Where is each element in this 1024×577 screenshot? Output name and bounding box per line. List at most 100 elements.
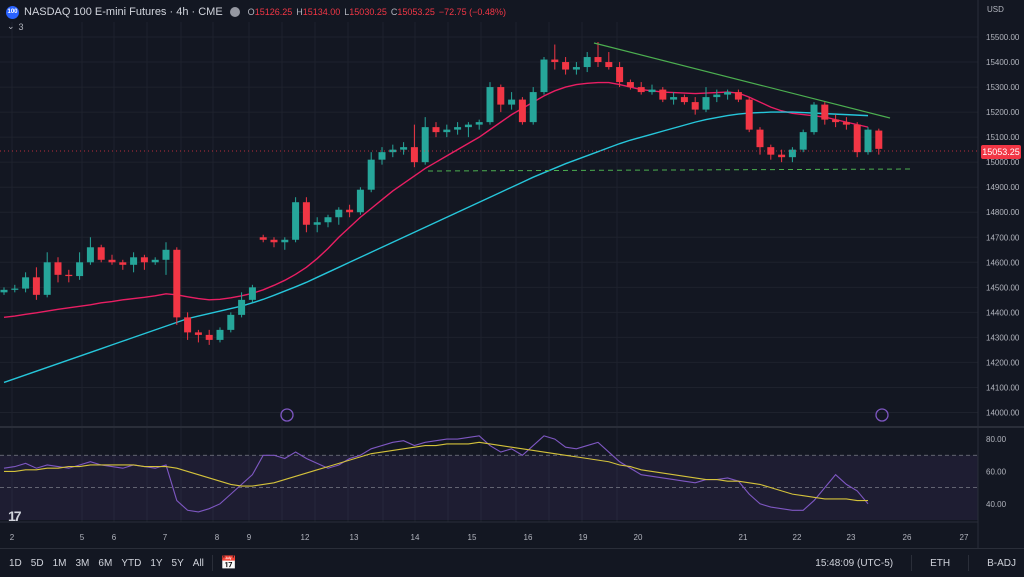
candle-body bbox=[724, 92, 732, 95]
candle-body bbox=[302, 202, 310, 225]
candle-body bbox=[702, 97, 710, 110]
price-tick-label: 14000.00 bbox=[986, 408, 1020, 417]
candle-body bbox=[270, 239, 278, 243]
price-tick-label: 15300.00 bbox=[986, 83, 1020, 92]
currency-label[interactable]: USD bbox=[987, 5, 1004, 14]
candle-body bbox=[421, 127, 429, 163]
symbol-logo[interactable]: 100 bbox=[6, 5, 19, 19]
time-tick-label: 7 bbox=[163, 533, 168, 542]
range-button-1y[interactable]: 1Y bbox=[150, 557, 163, 569]
rsi-ma-line bbox=[4, 441, 868, 502]
range-selector: 1D 5D 1M 3M 6M YTD 1Y 5Y All bbox=[0, 558, 204, 569]
candle-body bbox=[324, 217, 332, 223]
candle-body bbox=[853, 124, 861, 153]
candle-body bbox=[713, 94, 721, 98]
market-status-icon[interactable] bbox=[229, 7, 240, 17]
candle-body bbox=[572, 67, 580, 70]
divider bbox=[968, 555, 970, 571]
divider bbox=[911, 555, 913, 571]
range-button-3m[interactable]: 3M bbox=[75, 557, 90, 569]
candle-body bbox=[648, 89, 656, 93]
candle-body bbox=[864, 129, 872, 153]
time-tick-label: 26 bbox=[903, 533, 912, 542]
price-tick-label: 14500.00 bbox=[986, 283, 1020, 292]
time-tick-label: 2 bbox=[10, 533, 15, 542]
range-button-all[interactable]: All bbox=[192, 557, 204, 569]
price-tick-label: 15200.00 bbox=[986, 108, 1020, 117]
indicators-toggle[interactable]: ⌄ 3 bbox=[7, 21, 24, 32]
time-tick-label: 13 bbox=[350, 533, 359, 542]
price-change: −72.75 (−0.48%) bbox=[438, 7, 506, 17]
candle-body bbox=[346, 209, 354, 213]
candle-body bbox=[130, 257, 138, 265]
current-price-label: 15053.25 bbox=[981, 145, 1021, 159]
time-tick-label: 20 bbox=[634, 533, 643, 542]
candle-body bbox=[65, 274, 73, 277]
candle-body bbox=[32, 277, 40, 295]
time-tick-label: 8 bbox=[215, 533, 220, 542]
price-tick-label: 15100.00 bbox=[986, 133, 1020, 142]
candle-body bbox=[832, 119, 840, 123]
candle-body bbox=[842, 122, 850, 125]
chevron-down-icon: ⌄ bbox=[7, 21, 15, 31]
candle-body bbox=[184, 317, 192, 333]
candle-body bbox=[788, 149, 796, 158]
candle-body bbox=[259, 237, 267, 240]
range-button-ytd[interactable]: YTD bbox=[121, 557, 142, 569]
time-tick-label: 16 bbox=[524, 533, 533, 542]
symbol-title[interactable]: NASDAQ 100 E-mini Futures · 4h · CME bbox=[24, 6, 223, 18]
calendar-goto-icon[interactable]: 📅 bbox=[220, 555, 238, 570]
candle-body bbox=[22, 277, 30, 289]
range-button-6m[interactable]: 6M bbox=[98, 557, 113, 569]
candle-body bbox=[508, 99, 516, 105]
rsi-tick-label: 80.00 bbox=[986, 435, 1007, 444]
price-tick-label: 15500.00 bbox=[986, 33, 1020, 42]
time-tick-label: 15 bbox=[468, 533, 477, 542]
candle-body bbox=[583, 57, 591, 68]
ohlc-values: O15126.25 H15134.00 L15030.25 C15053.25 … bbox=[247, 7, 506, 17]
range-button-1m[interactable]: 1M bbox=[52, 557, 67, 569]
price-tick-label: 15000.00 bbox=[986, 158, 1020, 167]
candle-body bbox=[810, 104, 818, 133]
rsi-band bbox=[0, 455, 978, 520]
price-tick-label: 14900.00 bbox=[986, 183, 1020, 192]
time-tick-label: 21 bbox=[739, 533, 748, 542]
ema-fast-line bbox=[3, 81, 869, 319]
candle-body bbox=[734, 92, 742, 100]
candle-body bbox=[97, 247, 105, 260]
candle-body bbox=[0, 289, 8, 293]
symbol-legend: 100 NASDAQ 100 E-mini Futures · 4h · CME… bbox=[6, 5, 506, 19]
support-line bbox=[427, 168, 913, 172]
price-tick-label: 14400.00 bbox=[986, 308, 1020, 317]
chart-canvas[interactable]: 15500.00 15400.00 15300.00 15200.00 15100.00… bbox=[0, 0, 1024, 548]
price-tick-label: 14800.00 bbox=[986, 208, 1020, 217]
time-tick-label: 9 bbox=[247, 533, 252, 542]
tradingview-logo-icon[interactable]: 17 bbox=[8, 508, 22, 524]
event-marker-icon bbox=[875, 408, 889, 422]
candle-body bbox=[518, 99, 526, 123]
candle-body bbox=[497, 87, 505, 105]
candle-body bbox=[108, 259, 116, 263]
trendline bbox=[593, 42, 891, 119]
range-button-5d[interactable]: 5D bbox=[30, 557, 44, 569]
price-tick-label: 15400.00 bbox=[986, 58, 1020, 67]
candle-body bbox=[173, 249, 181, 318]
range-button-1d[interactable]: 1D bbox=[9, 557, 22, 569]
candle-body bbox=[194, 332, 202, 335]
adjust-button[interactable]: B-ADJ bbox=[987, 557, 1016, 569]
divider bbox=[211, 555, 213, 571]
candle-body bbox=[486, 87, 494, 123]
candle-body bbox=[637, 87, 645, 93]
range-button-5y[interactable]: 5Y bbox=[171, 557, 184, 569]
candle-body bbox=[626, 82, 634, 88]
price-tick-label: 14600.00 bbox=[986, 258, 1020, 267]
candle-body bbox=[680, 97, 688, 103]
candle-body bbox=[454, 127, 462, 130]
ema-slow-line bbox=[3, 111, 869, 384]
candle-body bbox=[227, 314, 235, 330]
session-button[interactable]: ETH bbox=[930, 557, 951, 569]
candle-body bbox=[670, 97, 678, 100]
time-tick-label: 5 bbox=[80, 533, 85, 542]
clock[interactable]: 15:48:09 (UTC-5) bbox=[815, 557, 894, 569]
candle-body bbox=[562, 62, 570, 70]
